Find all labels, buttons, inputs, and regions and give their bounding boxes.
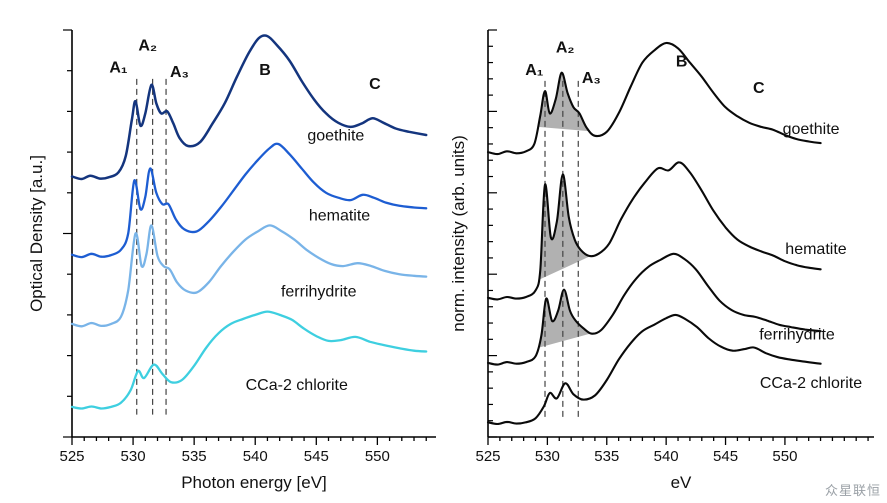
curve-ferrihydrite bbox=[70, 224, 428, 328]
curve-goethite bbox=[486, 41, 822, 156]
curve-label-cca-2-chlorite: CCa-2 chlorite bbox=[760, 375, 862, 392]
peak-label-c: C bbox=[369, 76, 381, 93]
x-tick-label: 540 bbox=[654, 448, 679, 465]
peak-label-a-: A₂ bbox=[556, 39, 575, 56]
peak-label-a-: A₃ bbox=[170, 64, 189, 81]
peak-label-b: B bbox=[676, 54, 688, 71]
peak-label-a-: A₃ bbox=[582, 70, 601, 87]
peak-shade-ferrihydrite bbox=[537, 289, 595, 348]
curve-label-hematite: hematite bbox=[785, 241, 846, 258]
x-tick-label: 530 bbox=[121, 448, 146, 465]
x-tick-label: 525 bbox=[475, 448, 500, 465]
peak-label-a-: A₂ bbox=[138, 37, 157, 54]
curve-goethite bbox=[70, 34, 428, 181]
curve-label-hematite: hematite bbox=[309, 207, 370, 224]
panel-norm-intensity: 525 530 535 540 545 550 goethite hematite ferrih… bbox=[449, 0, 887, 503]
curve-hematite bbox=[70, 142, 428, 259]
peak-label-a-: A₁ bbox=[109, 60, 128, 77]
curve-hematite bbox=[486, 161, 822, 301]
curve-cca-2-chlorite bbox=[70, 310, 428, 410]
curve-ferrihydrite bbox=[486, 252, 822, 366]
curve-label-ferrihydrite: ferrihydrite bbox=[281, 284, 357, 301]
curve-label-ferrihydrite: ferrihydrite bbox=[759, 326, 835, 343]
curve-cca-2-chlorite bbox=[486, 313, 822, 426]
curve-label-goethite: goethite bbox=[307, 128, 364, 145]
x-tick-label: 535 bbox=[594, 448, 619, 465]
x-tick-label: 540 bbox=[243, 448, 268, 465]
peak-shade-goethite bbox=[537, 72, 591, 132]
peak-label-a-: A₁ bbox=[525, 62, 544, 79]
norm-intensity-chart: 525 530 535 540 545 550 goethite hematite ferrih… bbox=[449, 29, 874, 492]
optical-density-chart: 525 530 535 540 545 550 goethite hematite ferrih… bbox=[27, 29, 436, 492]
y-axis-title: Optical Density [a.u.] bbox=[27, 155, 46, 312]
x-axis-title: eV bbox=[671, 473, 692, 492]
curve-label-cca-2-chlorite: CCa-2 chlorite bbox=[246, 377, 348, 394]
peak-label-b: B bbox=[259, 62, 271, 79]
peak-label-c: C bbox=[753, 80, 765, 97]
x-tick-label: 550 bbox=[772, 448, 797, 465]
y-axis-title: norm. intensity (arb. units) bbox=[450, 135, 468, 332]
x-axis-title: Photon energy [eV] bbox=[181, 473, 327, 492]
x-tick-label: 550 bbox=[365, 448, 390, 465]
x-tick-label: 545 bbox=[304, 448, 329, 465]
x-tick-label: 525 bbox=[59, 448, 84, 465]
watermark-text: 众星联恒 bbox=[824, 483, 881, 498]
x-tick-label: 545 bbox=[713, 448, 738, 465]
panel-optical-density: 525 530 535 540 545 550 goethite hematite ferrih… bbox=[27, 29, 436, 492]
curve-label-goethite: goethite bbox=[783, 121, 840, 138]
x-tick-label: 530 bbox=[535, 448, 560, 465]
x-tick-label: 535 bbox=[182, 448, 207, 465]
